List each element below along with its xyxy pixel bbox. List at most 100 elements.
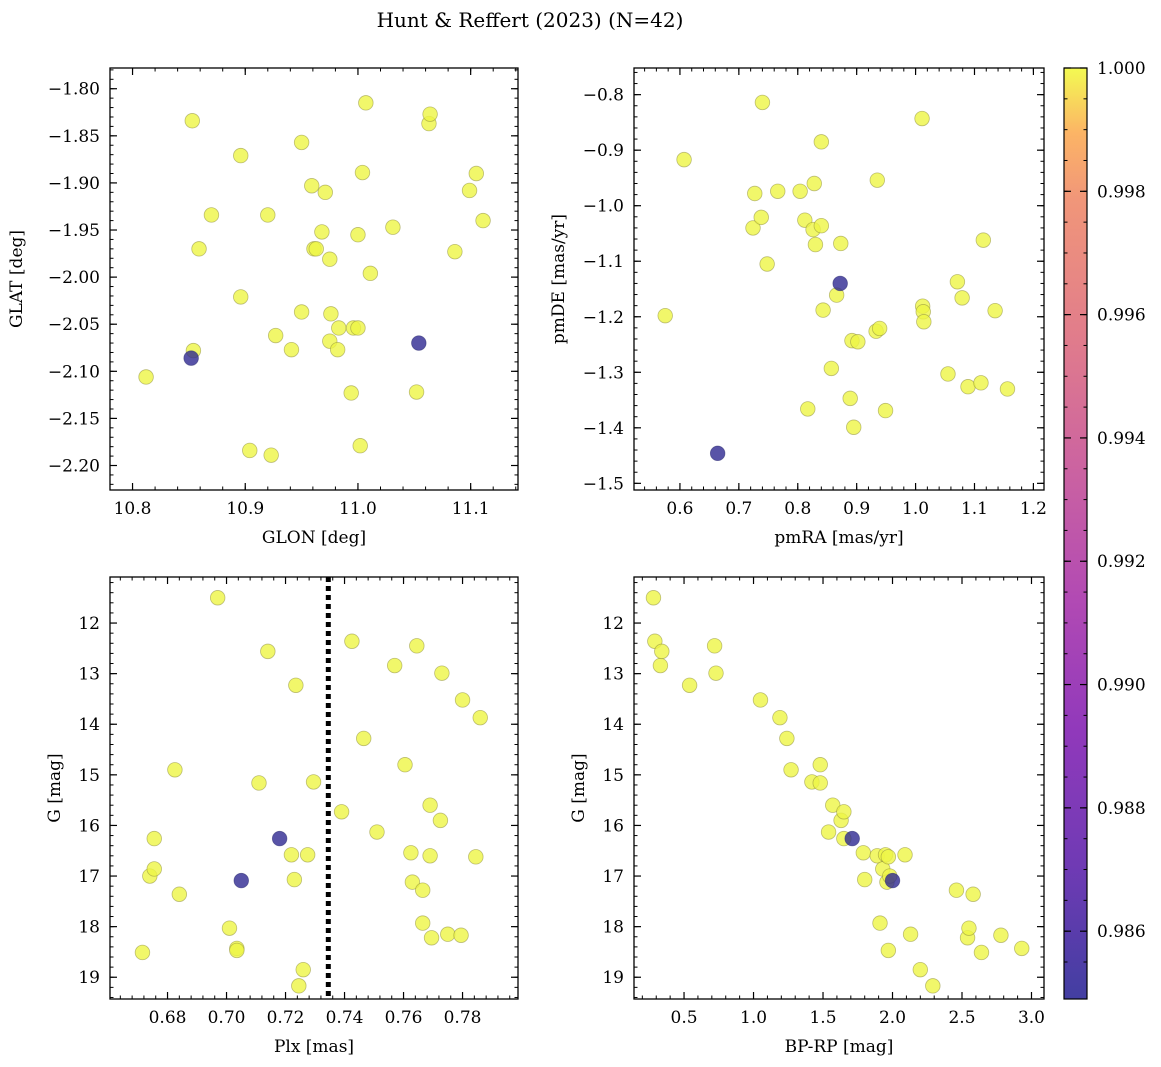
data-point [322, 251, 338, 267]
data-point [263, 447, 279, 463]
data-point [434, 665, 450, 681]
data-point [369, 824, 385, 840]
data-point [807, 236, 824, 253]
data-point [146, 830, 162, 847]
data-point [314, 224, 330, 240]
y-tick-label: −1.2 [583, 308, 624, 328]
data-point [422, 106, 438, 122]
colorbar: 0.986 0.988 0.990 0.992 0.994 0.996 0.998 1.000 [1063, 59, 1146, 1000]
data-point [823, 360, 840, 377]
data-point [747, 185, 763, 202]
plot-area [645, 590, 1030, 994]
data-point [260, 207, 276, 223]
x-tick-label: 0.76 [385, 1008, 423, 1028]
data-point [872, 915, 888, 931]
data-point [1014, 940, 1030, 957]
data-point [914, 110, 930, 127]
plot-area [657, 94, 1016, 462]
data-point [645, 590, 662, 606]
data-point [708, 665, 724, 681]
data-point [745, 220, 761, 236]
panels: 10.8 10.9 11.0 11.1 −2.20 −2.15 −2.10 −2.05 −2.0… [7, 67, 1047, 1057]
y-tick-label: 12 [602, 614, 624, 634]
data-point [356, 730, 372, 747]
y-axis-label: G [mag] [569, 753, 589, 822]
data-point [432, 812, 449, 829]
data-point [993, 927, 1009, 943]
data-point [832, 275, 848, 292]
axes-frame [109, 576, 519, 1000]
x-tick-label: 0.8 [784, 499, 811, 519]
data-point [844, 830, 860, 847]
data-point [975, 232, 992, 248]
data-point [916, 314, 932, 330]
data-point [676, 151, 692, 168]
y-axis-label: pmDE [mas/yr] [549, 214, 569, 344]
data-point [397, 757, 413, 773]
data-point [415, 915, 431, 931]
data-point [806, 175, 822, 192]
x-tick-label: 1.5 [809, 1008, 836, 1028]
data-point [317, 184, 333, 201]
data-point [925, 978, 941, 994]
data-point [333, 804, 350, 820]
data-point [229, 942, 245, 959]
x-tick-label: 3.0 [1018, 1008, 1045, 1028]
colorbar-tick-label: 0.986 [1097, 922, 1146, 942]
y-tick-label: −1.95 [48, 221, 100, 241]
data-point [447, 243, 463, 260]
data-point [461, 182, 478, 199]
data-point [422, 797, 438, 813]
panel-top-left: 10.8 10.9 11.0 11.1 −2.20 −2.15 −2.10 −2.05 −2.0… [7, 67, 519, 548]
x-tick-label: 0.7 [725, 499, 752, 519]
panel-bottom-right: 0.5 1.0 1.5 2.0 2.5 3.0 12 13 14 15 16 17 18 19 BP-RP … [569, 576, 1045, 1057]
data-point [770, 183, 786, 199]
x-axis-label: GLON [deg] [262, 528, 366, 548]
data-point [960, 379, 976, 395]
y-tick-label: 19 [602, 968, 624, 988]
data-point [422, 848, 438, 864]
panel-top-right: 0.6 0.7 0.8 0.9 1.0 1.1 1.2 −1.5 −1.4 −1.3 −1.2 −1.… [549, 67, 1047, 548]
colorbar-ticks: 0.986 0.988 0.990 0.992 0.994 0.996 0.998 1.000 [1064, 59, 1146, 963]
y-tick-label: 13 [602, 665, 624, 685]
x-tick-label: 0.70 [208, 1008, 246, 1028]
data-point [772, 709, 788, 726]
data-point [138, 369, 154, 385]
y-tick-label: −1.4 [583, 419, 624, 439]
data-point [291, 978, 307, 994]
y-tick-label: 15 [602, 766, 624, 786]
x-tick-label: 1.0 [740, 1008, 767, 1028]
data-point [812, 775, 828, 791]
colorbar-tick-label: 0.994 [1097, 429, 1146, 449]
x-tick-label: 1.1 [961, 499, 988, 519]
data-point [295, 961, 311, 978]
data-point [183, 350, 199, 366]
data-point [260, 643, 276, 660]
plot-area [134, 577, 488, 999]
x-tick-label: 10.8 [114, 499, 152, 519]
data-point [940, 366, 956, 382]
colorbar-tick-label: 0.988 [1097, 799, 1146, 819]
data-point [846, 419, 862, 435]
data-point [221, 920, 238, 936]
y-tick-label: −1.85 [48, 127, 100, 147]
y-tick-label: 16 [78, 816, 100, 836]
data-point [759, 256, 775, 272]
data-point [973, 944, 990, 961]
data-point [209, 590, 226, 606]
data-point [973, 375, 989, 391]
y-tick-label: −0.8 [583, 86, 624, 106]
data-point [233, 289, 249, 305]
data-point [323, 306, 339, 322]
data-point [308, 241, 324, 257]
data-point [293, 304, 310, 320]
data-point [475, 212, 491, 229]
y-tick-label: −1.5 [583, 474, 624, 494]
y-tick-label: −0.9 [583, 141, 624, 161]
data-point [283, 341, 300, 358]
data-point [815, 302, 831, 318]
data-point [134, 944, 151, 961]
data-point [657, 307, 673, 324]
colorbar-tick-label: 0.992 [1097, 552, 1146, 572]
